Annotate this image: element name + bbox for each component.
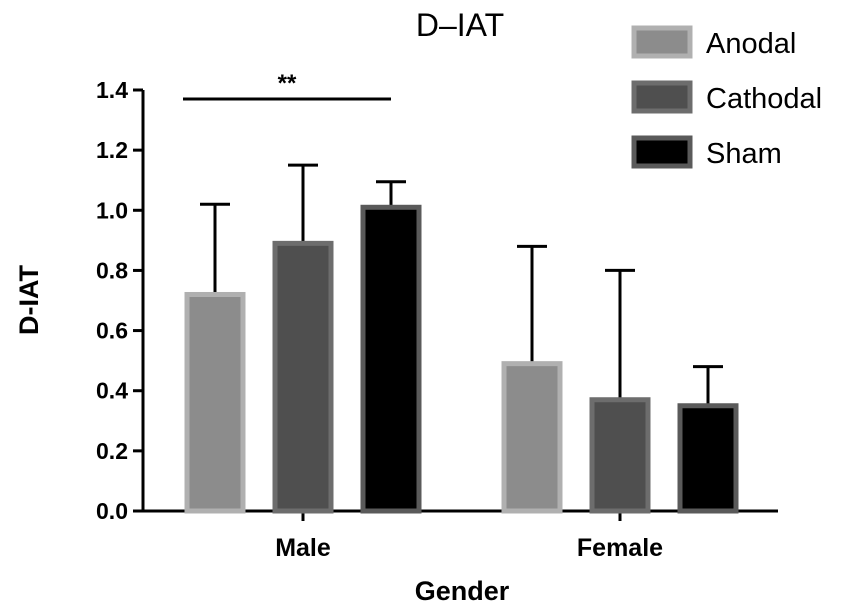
chart-title: D–IAT bbox=[416, 7, 504, 43]
y-tick-label: 0.0 bbox=[96, 498, 128, 524]
x-category-label: Male bbox=[275, 534, 331, 562]
legend-label-anodal: Anodal bbox=[706, 28, 796, 60]
legend-swatch-anodal bbox=[631, 25, 693, 59]
y-tick-label: 0.4 bbox=[96, 378, 128, 404]
y-tick-label: 0.6 bbox=[96, 318, 128, 344]
bar-cathodal-male bbox=[272, 240, 334, 514]
bar-anodal-female bbox=[501, 361, 563, 514]
y-tick-label: 1.0 bbox=[96, 197, 128, 223]
legend: Anodal Cathodal Sham bbox=[631, 25, 822, 170]
significance-label: ** bbox=[278, 70, 297, 97]
bar-sham-male bbox=[360, 204, 422, 514]
y-tick-label: 0.8 bbox=[96, 257, 128, 283]
legend-label-sham: Sham bbox=[706, 138, 782, 170]
bar-cathodal-female bbox=[589, 397, 651, 514]
legend-swatch-cathodal bbox=[631, 80, 693, 114]
legend-swatch-sham bbox=[631, 135, 693, 169]
bar-sham-female bbox=[677, 403, 739, 514]
y-tick-label: 1.4 bbox=[96, 77, 128, 103]
y-axis-title: D-IAT bbox=[14, 265, 44, 335]
x-axis-title: Gender bbox=[415, 576, 510, 606]
bar-anodal-male bbox=[184, 291, 246, 514]
y-tick-label: 1.2 bbox=[96, 137, 128, 163]
x-category-label: Female bbox=[577, 534, 663, 562]
y-tick-label: 0.2 bbox=[96, 438, 128, 464]
legend-label-cathodal: Cathodal bbox=[706, 83, 822, 115]
